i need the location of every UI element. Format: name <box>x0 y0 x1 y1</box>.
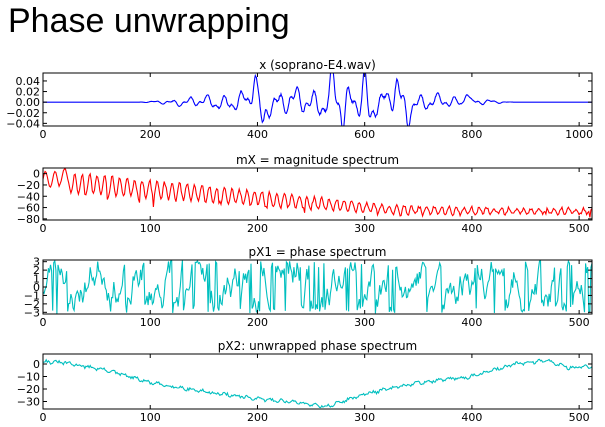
y-tick-label: 0 <box>33 168 40 181</box>
chart-title: pX2: unwrapped phase spectrum <box>218 339 418 353</box>
y-tick-label: 0.00 <box>16 96 41 109</box>
y-tick-label: −10 <box>17 371 40 384</box>
x-tick-label: 0 <box>40 222 47 235</box>
x-tick-label: 300 <box>354 316 375 329</box>
y-tick-label: 0.02 <box>16 86 41 99</box>
y-tick-label: −40 <box>17 190 40 203</box>
chart-magnitude: mX = magnitude spectrum 0 100 200 300 400 500 −… <box>17 153 593 235</box>
x-tick-label: 100 <box>140 316 161 329</box>
x-tick-label: 300 <box>354 222 375 235</box>
x-tick-label: 200 <box>247 222 268 235</box>
chart-unwrapped: pX2: unwrapped phase spectrum 0 100 200 300 4… <box>17 339 593 424</box>
y-tick-label: −0.04 <box>6 117 40 130</box>
x-tick-label: 1000 <box>565 128 593 141</box>
y-tick-label: −80 <box>17 213 40 226</box>
series-line-mX <box>43 168 592 218</box>
x-tick-label: 400 <box>461 316 482 329</box>
y-tick-label: −0.02 <box>6 107 40 120</box>
x-tick-label: 0 <box>40 128 47 141</box>
series-line-pX2 <box>43 358 592 409</box>
x-tick-label: 400 <box>247 128 268 141</box>
x-tick-label: 100 <box>140 411 161 424</box>
y-tick-label: 0 <box>33 281 40 294</box>
chart-title: x (soprano-E4.wav) <box>259 58 376 72</box>
chart-title: pX1 = phase spectrum <box>249 245 387 259</box>
axes-frame <box>42 167 593 221</box>
x-tick-label: 200 <box>247 316 268 329</box>
chart-phase: pX1 = phase spectrum 0 100 200 300 400 500 −3−2… <box>24 245 593 329</box>
x-tick-label: 400 <box>461 222 482 235</box>
x-tick-label: 500 <box>569 222 590 235</box>
chart-title: mX = magnitude spectrum <box>236 153 399 167</box>
y-tick-label: 3 <box>33 256 40 269</box>
x-tick-label: 100 <box>140 222 161 235</box>
y-tick-label: −1 <box>24 289 40 302</box>
y-tick-label: 0.04 <box>16 75 41 88</box>
series-line-x <box>43 73 592 126</box>
slide-title: Phase unwrapping <box>8 2 290 40</box>
axes-frame <box>42 353 593 410</box>
series-line-pX1 <box>43 260 592 314</box>
x-tick-label: 400 <box>461 411 482 424</box>
x-tick-label: 200 <box>140 128 161 141</box>
chart-waveform: x (soprano-E4.wav) 0 200 400 600 800 1000 −0.04… <box>6 58 593 141</box>
x-tick-label: 600 <box>354 128 375 141</box>
x-tick-label: 500 <box>569 316 590 329</box>
y-tick-label: 2 <box>33 264 40 277</box>
x-tick-label: 500 <box>569 411 590 424</box>
x-tick-label: 800 <box>461 128 482 141</box>
y-tick-label: −20 <box>17 179 40 192</box>
axes-frame <box>42 72 593 127</box>
x-tick-label: 0 <box>40 411 47 424</box>
x-tick-label: 200 <box>247 411 268 424</box>
x-tick-label: 300 <box>354 411 375 424</box>
y-tick-label: −20 <box>17 383 40 396</box>
y-tick-label: −30 <box>17 396 40 409</box>
y-tick-label: 0 <box>33 358 40 371</box>
x-tick-label: 0 <box>40 316 47 329</box>
y-tick-label: −3 <box>24 306 40 319</box>
y-tick-label: −60 <box>17 202 40 215</box>
y-tick-label: −2 <box>24 298 40 311</box>
y-tick-label: 1 <box>33 273 40 286</box>
